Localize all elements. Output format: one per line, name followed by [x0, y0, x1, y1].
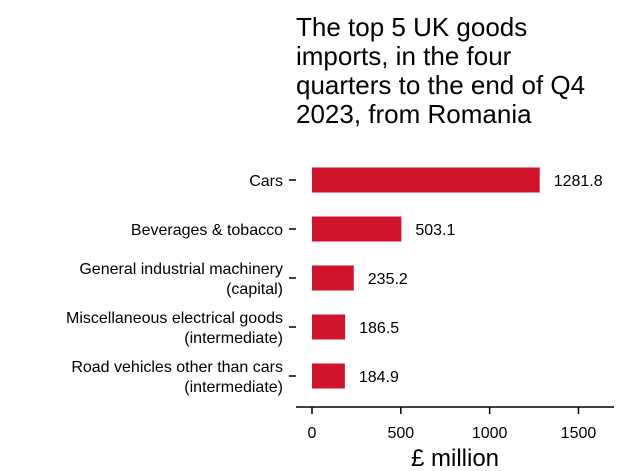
value-label: 186.5: [359, 320, 399, 337]
value-label: 1281.8: [554, 173, 603, 190]
category-label: Miscellaneous electrical goods (intermedi…: [66, 310, 283, 347]
bar-2: [312, 265, 354, 291]
category-label-line: (capital): [226, 281, 283, 298]
x-tick-label: 1000: [472, 425, 508, 442]
category-label-line: Miscellaneous electrical goods: [66, 310, 283, 327]
x-axis-title: £ million: [411, 445, 499, 471]
category-label-line: (intermediate): [184, 330, 283, 347]
x-tick-label: 500: [387, 425, 414, 442]
chart-title-line: quarters to the end of Q4: [296, 70, 585, 100]
chart-title-text: The top 5 UK goods imports, in the four qu…: [296, 12, 585, 129]
category-label-line: General industrial machinery: [79, 261, 283, 278]
category-label: General industrial machinery (capital): [79, 261, 283, 298]
bar-3: [312, 314, 346, 340]
category-labels: Cars Beverages & tobacco General industria…: [66, 173, 283, 396]
bar-1: [312, 216, 402, 242]
chart-title-line: imports, in the four: [296, 41, 512, 71]
category-label-line: (intermediate): [184, 379, 283, 396]
category-label-line: Cars: [249, 173, 283, 190]
value-label: 184.9: [359, 369, 399, 386]
x-tick-label: 1500: [561, 425, 597, 442]
value-label: 503.1: [415, 222, 455, 239]
value-labels: 1281.8 503.1 235.2 186.5 184.9: [359, 173, 603, 386]
category-label-line: Road vehicles other than cars: [71, 359, 283, 376]
x-axis: 0 500 1000 1500 £ million: [289, 179, 614, 471]
bars: [312, 167, 540, 389]
value-label: 235.2: [368, 271, 408, 288]
category-label: Beverages & tobacco: [131, 222, 283, 239]
category-label: Cars: [249, 173, 283, 190]
bar-4: [312, 363, 345, 389]
category-label: Road vehicles other than cars (intermedia…: [71, 359, 283, 396]
x-tick-label: 0: [308, 425, 317, 442]
category-label-line: Beverages & tobacco: [131, 222, 283, 239]
chart-title: The top 5 UK goods imports, in the four qu…: [296, 12, 585, 129]
chart-title-line: 2023, from Romania: [296, 99, 532, 129]
bar-0: [312, 167, 540, 193]
chart-title-line: The top 5 UK goods: [296, 12, 527, 42]
